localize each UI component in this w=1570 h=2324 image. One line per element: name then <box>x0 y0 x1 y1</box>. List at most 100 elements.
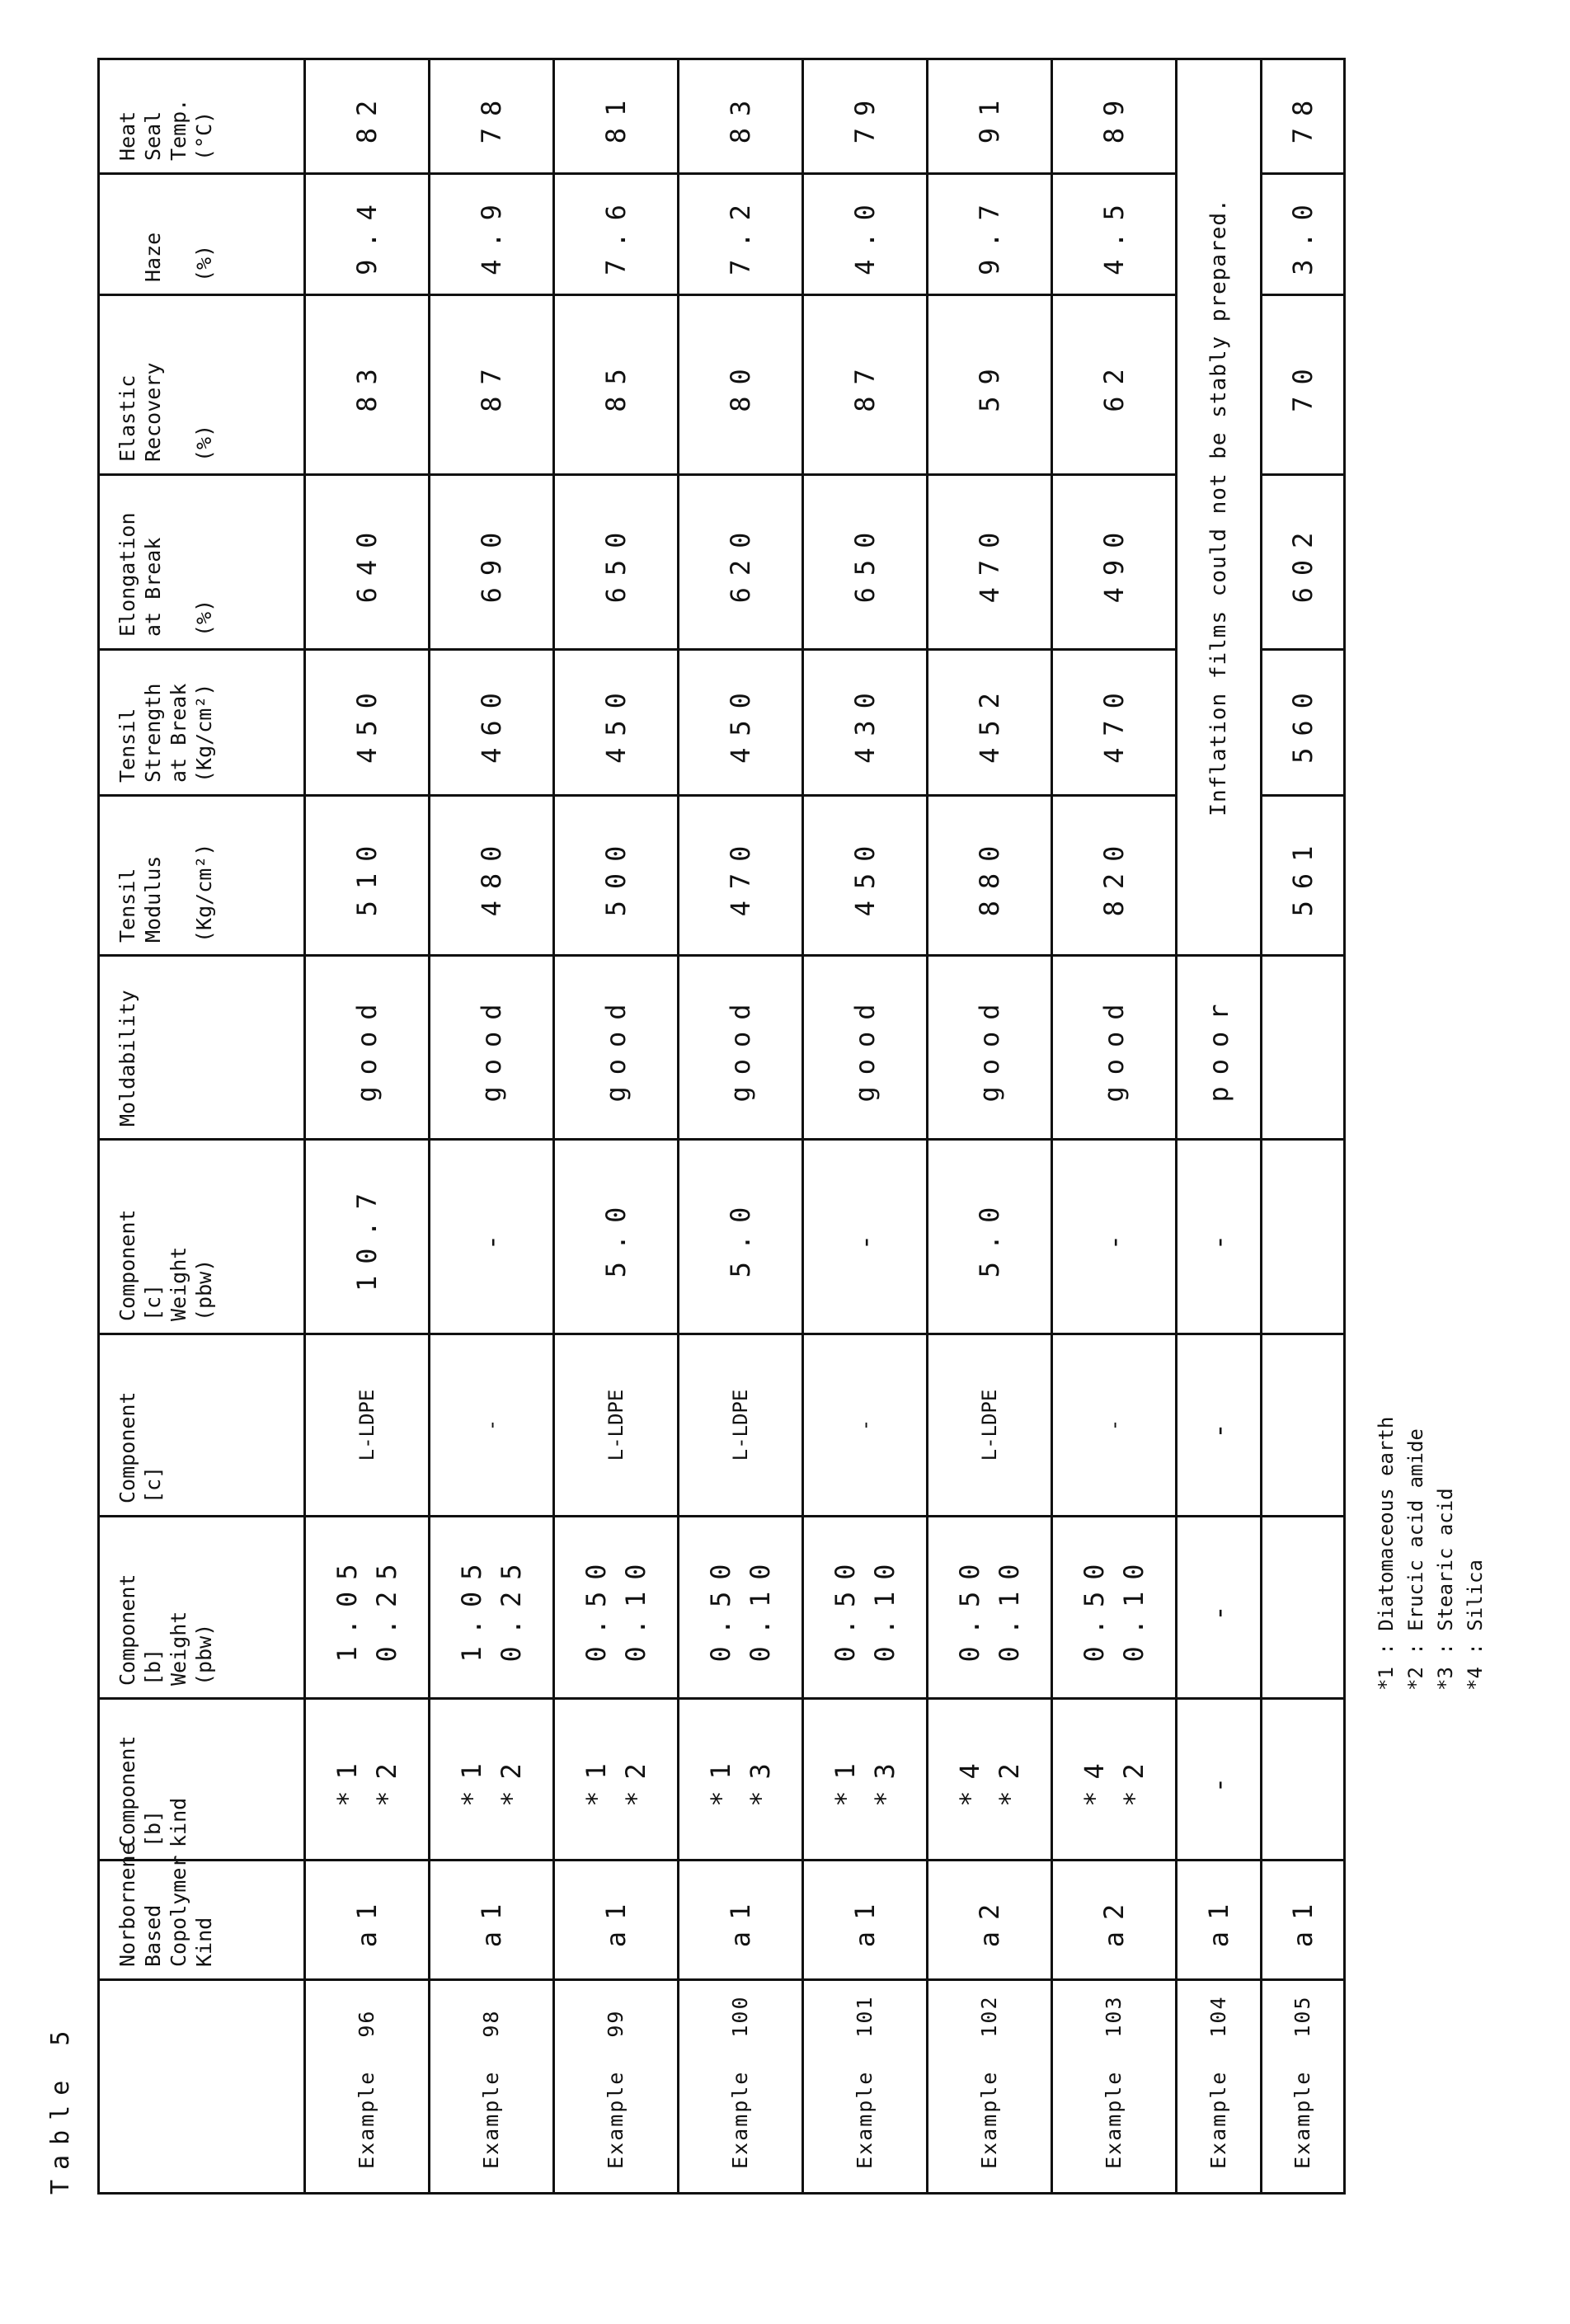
cell-elongation: 620 <box>679 475 803 650</box>
cell-heat_seal: 78 <box>430 59 554 174</box>
rotated-table-page: Table 5 Norbornene Based Copolymer KindC… <box>97 60 1342 2195</box>
example-label-cell: Example 99 <box>554 1980 679 2194</box>
cell-elastic: 62 <box>1052 295 1177 475</box>
cell-b_kind: *1 *3 <box>679 1699 803 1861</box>
cell-c: - <box>430 1334 554 1517</box>
table-row: Example100a1*1 *30.50 0.10L-LDPE5.0good4… <box>679 59 803 2194</box>
cell-strength: 450 <box>679 650 803 796</box>
cell-c_weight: - <box>430 1140 554 1334</box>
cell-c_weight: 5.0 <box>554 1140 679 1334</box>
cell-c: L-LDPE <box>928 1334 1052 1517</box>
footnotes: *1 : Diatomaceous earth*2 : Erucic acid … <box>1371 1417 1490 1691</box>
cell-heat_seal: 79 <box>803 59 928 174</box>
column-header: Moldability <box>99 956 305 1140</box>
cell-moldability: good <box>679 956 803 1140</box>
cell-elongation: 650 <box>554 475 679 650</box>
cell-elastic: 59 <box>928 295 1052 475</box>
cell-elongation: 602 <box>1262 475 1345 650</box>
table-title: Table 5 <box>46 2021 75 2195</box>
example-number: 96 <box>355 2010 378 2038</box>
cell-haze: 9.4 <box>305 174 430 295</box>
cell-elastic: 85 <box>554 295 679 475</box>
cell-b_kind: *1 *3 <box>803 1699 928 1861</box>
cell-c: - <box>1052 1334 1177 1517</box>
cell-strength: 450 <box>554 650 679 796</box>
cell-c_weight: - <box>1052 1140 1177 1334</box>
column-header: Component [b] kind <box>99 1699 305 1861</box>
cell-moldability: good <box>1052 956 1177 1140</box>
footnote: *4 : Silica <box>1460 1417 1490 1691</box>
example-label-cell: Example104 <box>1177 1980 1262 2194</box>
cell-modulus: 880 <box>928 796 1052 956</box>
column-header: Elastic Recovery (%) <box>99 295 305 475</box>
cell-c: - <box>803 1334 928 1517</box>
cell-kind: a1 <box>1262 1861 1345 1980</box>
cell-b_weight: 1.05 0.25 <box>305 1517 430 1699</box>
cell-haze: 4.5 <box>1052 174 1177 295</box>
table-row: Example104a1----poorInflation films coul… <box>1177 59 1262 2194</box>
column-header: Tensil Strength at Break (Kg/cm²) <box>99 650 305 796</box>
example-label: Example <box>853 2071 877 2169</box>
cell-strength: 452 <box>928 650 1052 796</box>
column-header: Heat Seal Temp. (°C) <box>99 59 305 174</box>
empty-cell <box>1262 1517 1345 1699</box>
cell-b_weight: 0.50 0.10 <box>679 1517 803 1699</box>
cell-b_kind: *1 *2 <box>554 1699 679 1861</box>
cell-moldability: good <box>803 956 928 1140</box>
cell-c: L-LDPE <box>679 1334 803 1517</box>
cell-elastic: 87 <box>803 295 928 475</box>
cell-modulus: 561 <box>1262 796 1345 956</box>
table-row: Example99a1*1 *20.50 0.10L-LDPE5.0good50… <box>554 59 679 2194</box>
example-label: Example <box>977 2071 1001 2169</box>
header-row: Norbornene Based Copolymer KindComponent… <box>99 59 305 2194</box>
example-label: Example <box>604 2071 628 2169</box>
cell-elongation: 640 <box>305 475 430 650</box>
example-number: 98 <box>479 2010 503 2038</box>
cell-haze: 7.6 <box>554 174 679 295</box>
example-label-cell: Example96 <box>305 1980 430 2194</box>
example-label-cell: Example 102 <box>928 1980 1052 2194</box>
cell-kind: a2 <box>928 1861 1052 1980</box>
empty-cell <box>1262 956 1345 1140</box>
cell-modulus: 510 <box>305 796 430 956</box>
cell-kind: a1 <box>679 1861 803 1980</box>
column-header: Tensil Modulus (Kg/cm²) <box>99 796 305 956</box>
example-number: 104 <box>1206 1995 1230 2037</box>
table-row: Example96a1*1 *21.05 0.25L-LDPE10.7good5… <box>305 59 430 2194</box>
cell-kind: a2 <box>1052 1861 1177 1980</box>
example-number: 105 <box>1290 1995 1314 2037</box>
cell-b_weight: 1.05 0.25 <box>430 1517 554 1699</box>
cell-moldability: poor <box>1177 956 1262 1140</box>
example-number: 99 <box>604 2010 628 2038</box>
column-header: Norbornene Based Copolymer Kind <box>99 1861 305 1980</box>
cell-heat_seal: 91 <box>928 59 1052 174</box>
cell-c: L-LDPE <box>305 1334 430 1517</box>
cell-c_weight: - <box>803 1140 928 1334</box>
cell-kind: a1 <box>554 1861 679 1980</box>
cell-haze: 4.0 <box>803 174 928 295</box>
cell-c_weight: 5.0 <box>679 1140 803 1334</box>
cell-elongation: 490 <box>1052 475 1177 650</box>
table-row: Example102a2*4 *20.50 0.10L-LDPE5.0good8… <box>928 59 1052 2194</box>
column-header: Haze (%) <box>99 174 305 295</box>
cell-modulus: 450 <box>803 796 928 956</box>
cell-elongation: 470 <box>928 475 1052 650</box>
cell-heat_seal: 78 <box>1262 59 1345 174</box>
cell-b_weight: 0.50 0.10 <box>803 1517 928 1699</box>
cell-elastic: 83 <box>305 295 430 475</box>
footnote: *2 : Erucic acid amide <box>1401 1417 1431 1691</box>
example-label: Example <box>1290 2071 1314 2169</box>
cell-b_weight: 0.50 0.10 <box>928 1517 1052 1699</box>
cell-b_kind: - <box>1177 1699 1262 1861</box>
example-number: 102 <box>977 1995 1001 2037</box>
cell-c: L-LDPE <box>554 1334 679 1517</box>
cell-kind: a1 <box>305 1861 430 1980</box>
cell-c: - <box>1177 1334 1262 1517</box>
column-header <box>99 1980 305 2194</box>
example-number: 100 <box>728 1995 752 2037</box>
cell-elastic: 80 <box>679 295 803 475</box>
example-label-cell: Example103 <box>1052 1980 1177 2194</box>
cell-modulus: 820 <box>1052 796 1177 956</box>
empty-cell <box>1262 1699 1345 1861</box>
example-label: Example <box>479 2071 503 2169</box>
